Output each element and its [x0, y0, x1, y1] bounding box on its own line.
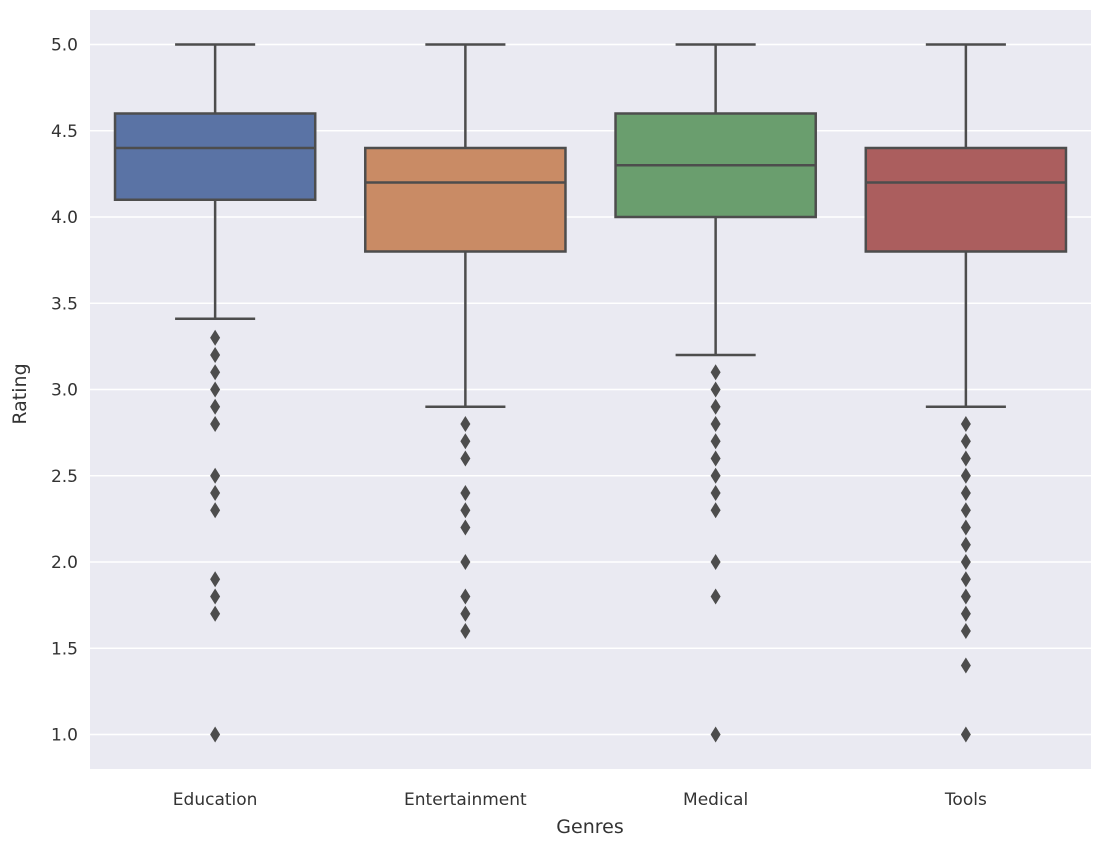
outlier-point	[460, 485, 471, 501]
outlier-point	[710, 450, 721, 467]
outlier-point	[960, 519, 971, 536]
y-tick-label: 5.0	[51, 36, 78, 56]
outlier-point	[210, 364, 221, 381]
outlier-point	[460, 588, 471, 605]
y-tick-label: 3.5	[51, 294, 78, 314]
outlier-point	[960, 536, 971, 553]
y-tick-label: 1.0	[51, 726, 78, 746]
outlier-point	[460, 605, 471, 622]
outlier-point	[710, 485, 721, 501]
outlier-point	[460, 554, 471, 570]
box-iqr	[113, 112, 317, 201]
outlier-point	[460, 433, 471, 450]
outlier-point	[960, 554, 971, 570]
box-iqr	[364, 146, 567, 253]
outlier-point	[960, 450, 971, 467]
outlier-point	[460, 450, 471, 467]
outlier-point	[210, 329, 221, 346]
outlier-point	[460, 519, 471, 536]
outlier-point	[710, 554, 721, 570]
y-tick-label: 1.5	[51, 639, 78, 659]
outlier-point	[210, 502, 221, 519]
outlier-point	[210, 347, 221, 363]
outlier-point	[710, 726, 721, 743]
outlier-point	[710, 398, 721, 415]
outlier-point	[210, 467, 221, 484]
outlier-point	[710, 416, 721, 432]
outlier-point	[960, 485, 971, 501]
outlier-point	[710, 381, 721, 398]
outlier-point	[460, 502, 471, 519]
y-tick-label: 2.5	[51, 467, 78, 487]
outlier-point	[960, 657, 971, 674]
outlier-point	[460, 416, 471, 432]
outlier-point	[210, 381, 221, 398]
outlier-point	[710, 588, 721, 605]
box-group	[614, 43, 817, 743]
outlier-point	[210, 571, 221, 588]
outlier-point	[710, 364, 721, 381]
box-group	[864, 43, 1068, 743]
outlier-point	[710, 433, 721, 450]
y-axis-label: Rating	[9, 363, 31, 424]
x-tick-label: Education	[173, 790, 258, 810]
x-axis-label: Genres	[556, 816, 623, 838]
y-tick-label: 3.0	[51, 381, 78, 401]
outlier-point	[960, 726, 971, 743]
outlier-point	[960, 433, 971, 450]
y-tick-label: 4.0	[51, 208, 78, 228]
outlier-point	[210, 726, 221, 743]
x-tick-label: Tools	[944, 790, 987, 810]
outlier-point	[960, 605, 971, 622]
outlier-point	[210, 588, 221, 605]
x-tick-label: Medical	[683, 790, 748, 810]
outlier-point	[210, 416, 221, 432]
outlier-point	[710, 467, 721, 484]
outlier-point	[960, 588, 971, 605]
x-tick-labels: Education Entertainment Medical Tools	[173, 790, 987, 810]
outlier-point	[210, 485, 221, 501]
outlier-point	[960, 623, 971, 639]
y-tick-label: 2.0	[51, 553, 78, 573]
box-iqr	[864, 146, 1068, 253]
outlier-point	[210, 398, 221, 415]
outlier-point	[460, 623, 471, 639]
box-group	[364, 43, 567, 639]
outlier-point	[960, 502, 971, 519]
outlier-point	[710, 502, 721, 519]
y-tick-label: 4.5	[51, 122, 78, 142]
boxes-layer	[113, 43, 1068, 743]
outlier-point	[960, 416, 971, 432]
x-tick-label: Entertainment	[404, 790, 527, 810]
outlier-point	[960, 571, 971, 588]
outlier-point	[210, 605, 221, 622]
outlier-point	[960, 467, 971, 484]
y-tick-labels: 1.0 1.5 2.0 2.5 3.0 3.5 4.0 4.5 5.0	[51, 36, 78, 746]
box-group	[113, 43, 317, 743]
